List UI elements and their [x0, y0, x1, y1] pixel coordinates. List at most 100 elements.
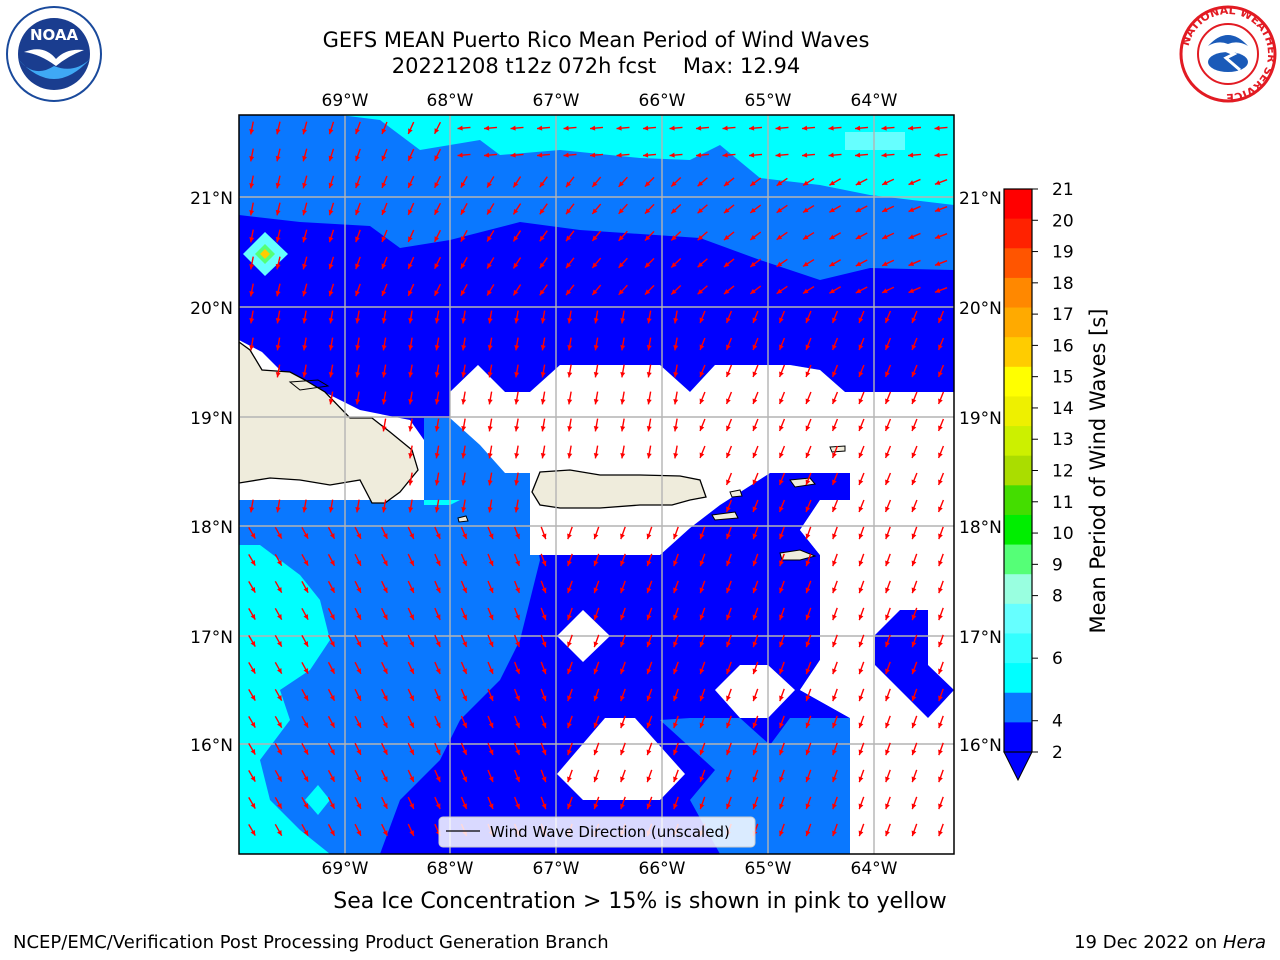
colorbar-tick-label: 8 [1052, 587, 1063, 607]
wind-arrow [885, 769, 891, 783]
wind-arrow [620, 364, 626, 378]
wind-arrow [937, 364, 945, 378]
wind-arrow [274, 607, 283, 621]
wind-arrow [644, 203, 655, 215]
wind-arrow [248, 770, 256, 782]
colorbar-tick-label: 19 [1052, 243, 1074, 263]
wind-arrow [434, 580, 441, 594]
lat-label-left: 16°N [190, 736, 233, 756]
wind-arrow [725, 337, 733, 351]
colorbar-tick-label: 12 [1052, 462, 1074, 482]
land-puerto-rico [531, 469, 707, 509]
field-hotspot-core [260, 249, 270, 259]
wind-arrow [748, 125, 763, 131]
wind-arrow [301, 553, 309, 567]
wind-arrow [487, 418, 493, 432]
wind-arrow [911, 310, 918, 324]
map-frame [238, 114, 955, 855]
wind-arrow [407, 823, 415, 837]
wind-arrow [726, 526, 732, 540]
wind-arrow [354, 553, 362, 567]
wind-arrow [274, 823, 283, 837]
colorbar-label: Mean Period of Wind Waves [s] [1086, 309, 1110, 634]
wind-arrow [752, 526, 759, 540]
wind-arrow [513, 553, 521, 567]
wind-arrow [779, 634, 785, 648]
wind-arrow [487, 688, 494, 702]
wind-arrow [593, 445, 599, 459]
wind-arrow [460, 229, 468, 243]
wind-arrow [460, 661, 468, 675]
wind-arrow [828, 152, 842, 158]
wind-arrow [302, 229, 308, 243]
wind-arrow [726, 742, 732, 756]
wind-arrow [381, 553, 388, 567]
wind-arrow [275, 283, 281, 297]
wind-arrow [673, 607, 679, 621]
wind-arrow [274, 715, 283, 729]
wind-arrow [620, 607, 626, 621]
wind-arrow [911, 634, 918, 648]
wind-arrow [355, 283, 361, 297]
lat-label-right: 19°N [959, 409, 1002, 429]
wind-arrow [828, 125, 842, 131]
wind-arrow [858, 310, 865, 324]
wind-arrow [381, 769, 388, 783]
wind-arrow [752, 418, 759, 432]
wind-arrow [832, 553, 838, 567]
wind-arrow [593, 742, 600, 756]
wind-arrow [885, 634, 891, 648]
wind-arrow [328, 364, 334, 378]
wind-arrow [805, 364, 812, 378]
wind-arrow [620, 418, 626, 432]
wind-arrow [434, 391, 440, 405]
field-cyan-north [239, 115, 954, 205]
wind-arrow [408, 391, 414, 405]
wind-arrow [911, 445, 918, 459]
wind-arrow [699, 364, 706, 378]
wind-arrow [934, 206, 948, 212]
wind-arrow [725, 364, 733, 378]
wind-arrow [408, 445, 414, 459]
wind-arrow [832, 769, 838, 783]
wind-arrow [805, 742, 812, 756]
wind-arrow [381, 364, 387, 378]
wind-arrow [646, 553, 653, 567]
wind-arrow [858, 472, 865, 486]
wind-arrow [355, 202, 361, 216]
wind-arrow [565, 284, 575, 296]
wind-arrow [802, 258, 815, 268]
wind-arrow [381, 526, 388, 540]
footer-date-text: 19 Dec 2022 on [1074, 932, 1223, 953]
wind-arrow [832, 661, 838, 675]
wind-arrow [779, 769, 785, 783]
wind-arrow [514, 391, 520, 405]
wind-arrow [934, 125, 948, 131]
wind-arrow [646, 364, 652, 378]
wind-arrow [938, 742, 944, 756]
wind-arrow [301, 823, 309, 837]
wind-arrow [885, 526, 891, 540]
wind-arrow [779, 553, 785, 567]
wind-arrow [275, 148, 281, 162]
wind-arrow [854, 152, 869, 158]
wind-arrow [907, 125, 922, 131]
wind-arrow [673, 337, 679, 351]
wind-arrow [620, 796, 626, 810]
wind-arrow [540, 391, 546, 405]
wind-arrow [699, 553, 706, 567]
wind-arrow [725, 499, 733, 513]
wind-arrow [487, 364, 493, 378]
wind-arrow [591, 230, 602, 242]
colorbar-segment [1004, 218, 1032, 249]
wind-arrow [513, 661, 521, 675]
colorbar-segment [1004, 366, 1032, 397]
wind-arrow [407, 526, 415, 540]
wind-arrow [567, 310, 573, 324]
wind-arrow [381, 202, 388, 216]
wind-arrow [831, 310, 839, 324]
wind-arrow [275, 364, 281, 378]
wind-arrow [408, 310, 414, 324]
wind-arrow [567, 634, 573, 648]
land-anegada [829, 445, 846, 453]
